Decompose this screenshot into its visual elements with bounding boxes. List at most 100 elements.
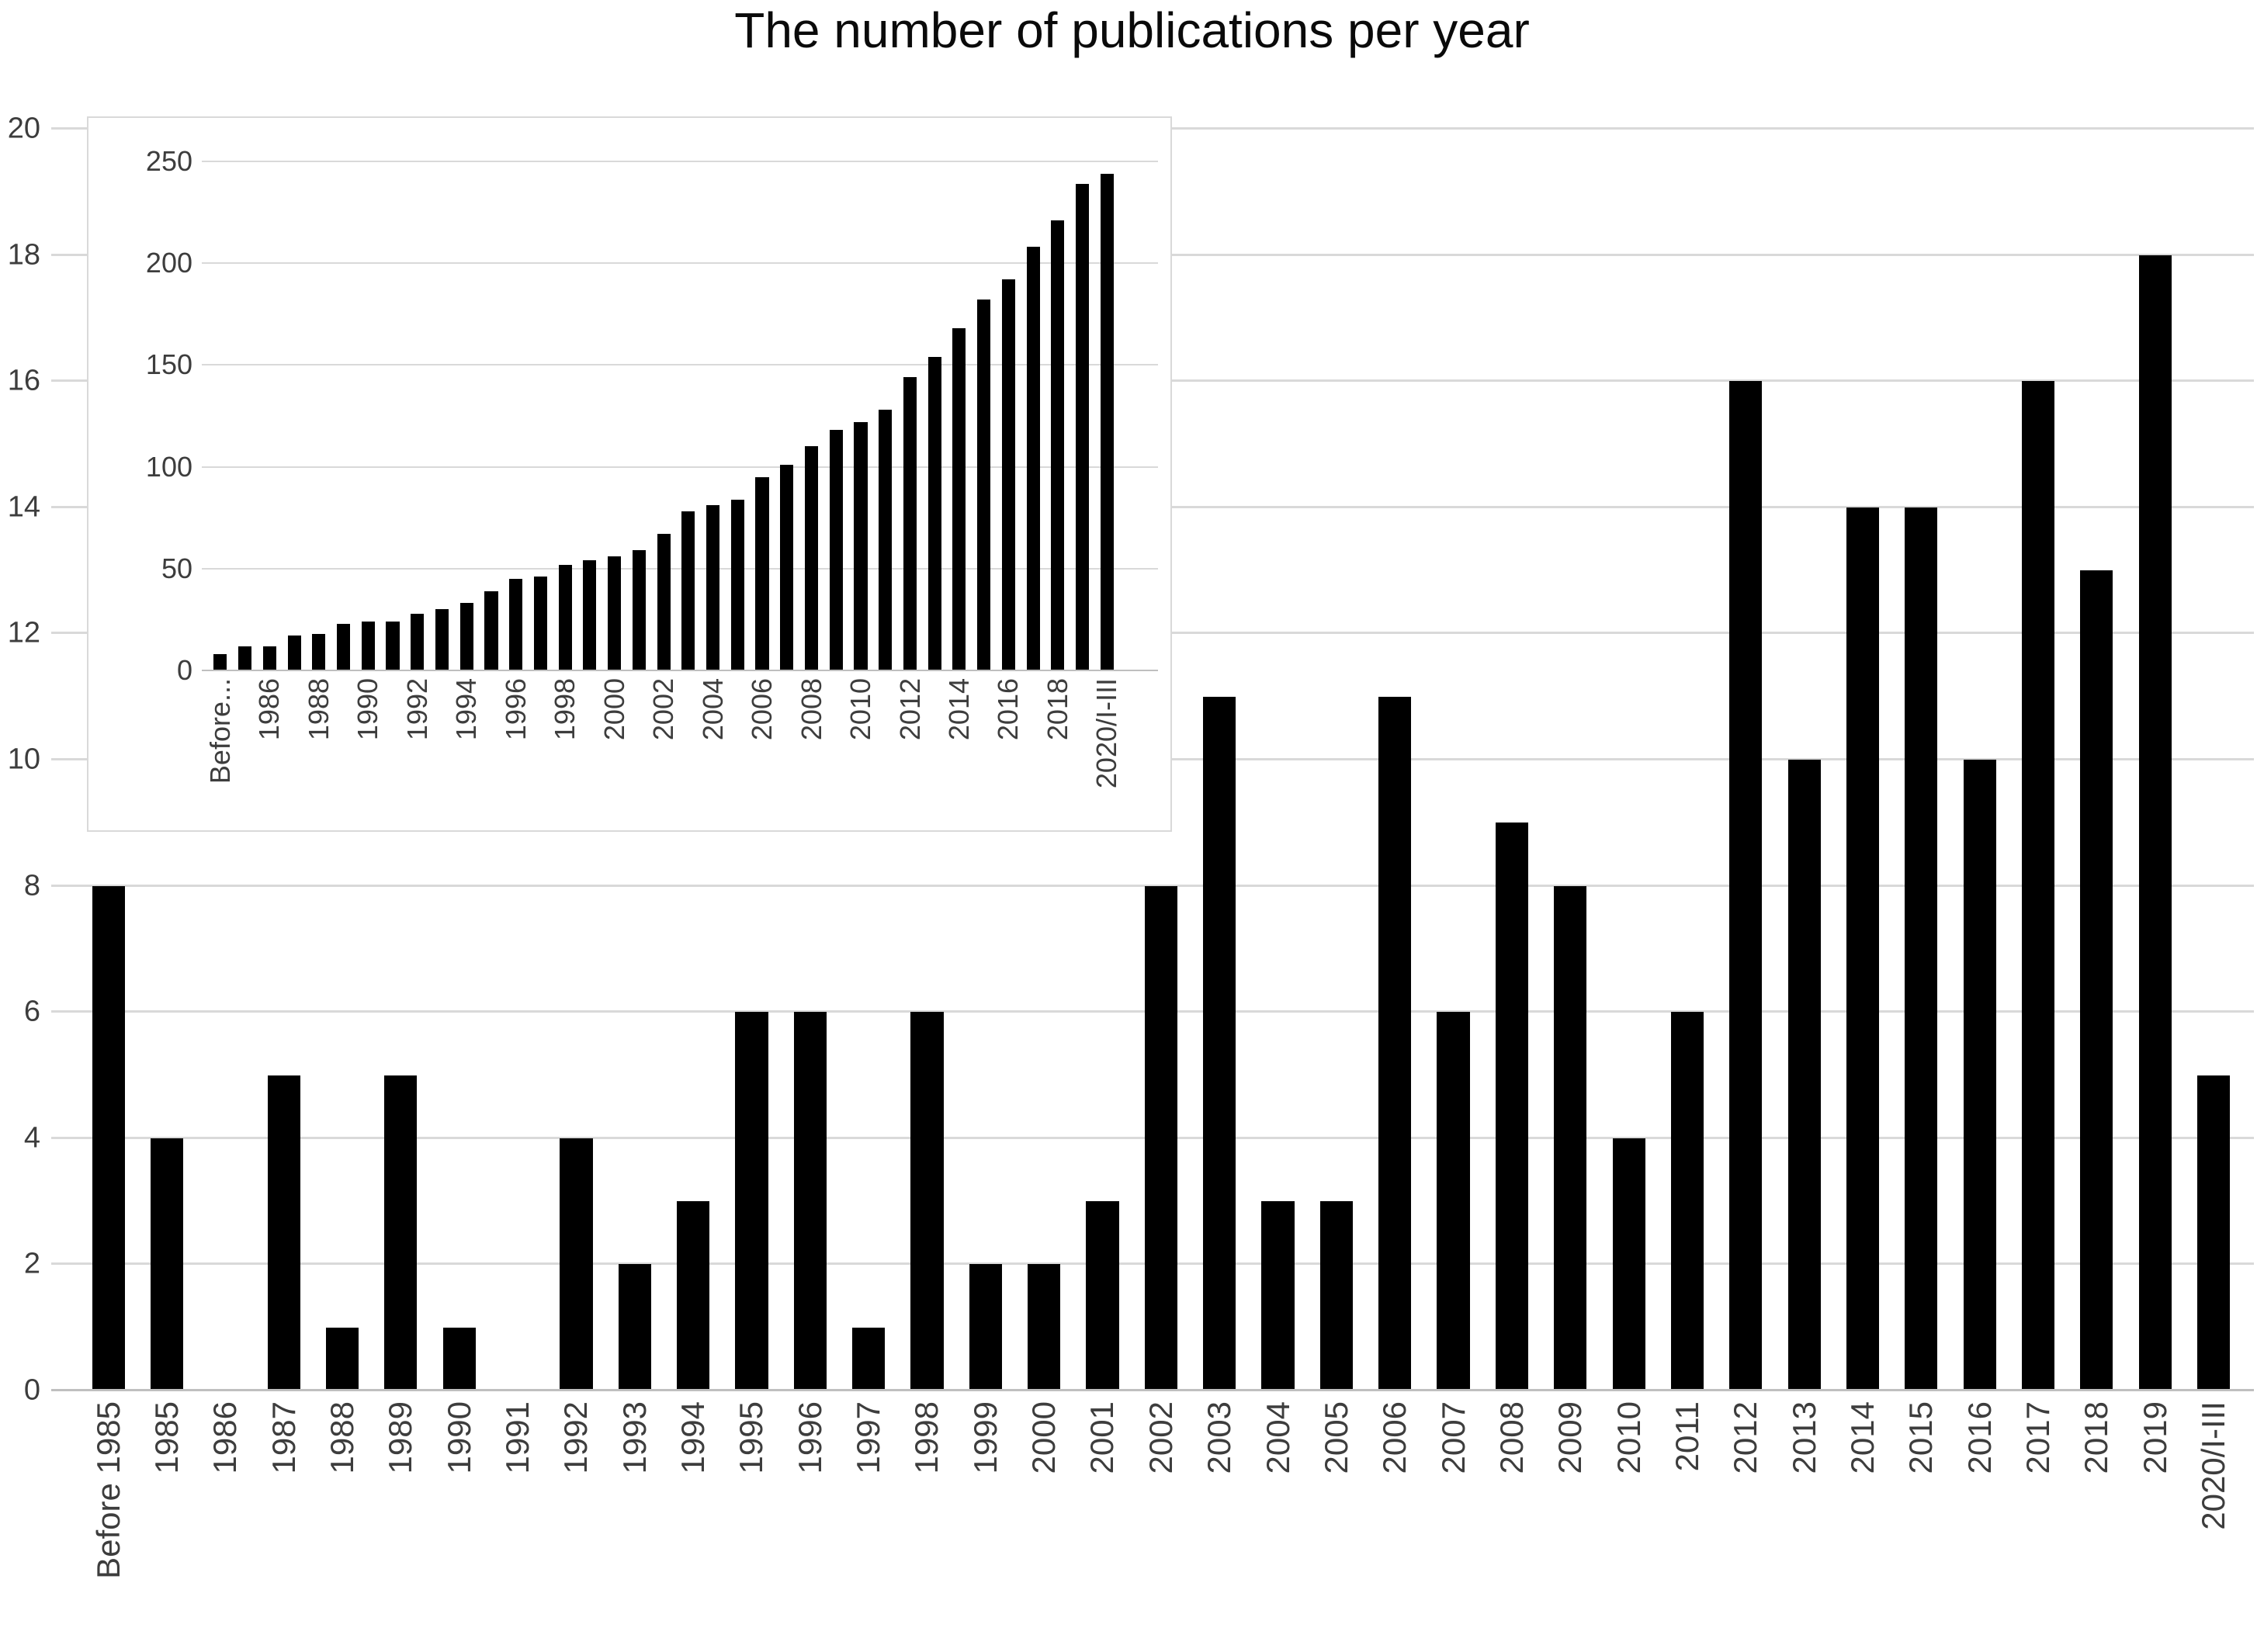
x-tick-cell-2010: 2010 xyxy=(844,678,876,795)
x-tick-label-2006: 2006 xyxy=(1376,1401,1413,1474)
bar-slot-2005 xyxy=(725,161,750,670)
bar-2020/I-III xyxy=(2196,1075,2231,1391)
bar-2009 xyxy=(1554,885,1587,1391)
y-tick-label-100: 100 xyxy=(145,450,192,483)
gridline-100 xyxy=(202,466,1158,468)
bar-1987 xyxy=(267,1075,300,1391)
bar-1995 xyxy=(735,1012,768,1391)
x-tick-label-1989: 1989 xyxy=(382,1401,419,1474)
x-tick-cell-2004: 2004 xyxy=(1249,1401,1307,1590)
bar-slot-2020/I-III xyxy=(2184,129,2242,1391)
x-tick-cell-2008: 2008 xyxy=(795,678,827,795)
bar-2016 xyxy=(1963,760,1996,1391)
bar-2011 xyxy=(879,410,893,670)
x-tick-label-1997: 1997 xyxy=(850,1401,887,1474)
bar-1985 xyxy=(150,1138,184,1391)
x-tick-cell-1989: 1989 xyxy=(372,1401,430,1590)
x-tick-cell-2006: 2006 xyxy=(1366,1401,1424,1590)
bar-2008 xyxy=(1495,823,1529,1391)
bar-slot-2020/I-III xyxy=(1094,161,1119,670)
bar-2004 xyxy=(706,505,720,670)
bar-2019 xyxy=(2138,255,2172,1391)
x-tick-cell-Before 1985: Before 1985 xyxy=(79,1401,137,1590)
bar-2020/I-III xyxy=(1100,173,1114,670)
x-tick-label-1985: 1985 xyxy=(147,1401,185,1474)
bar-2007 xyxy=(1437,1012,1470,1391)
x-tick-label-2006: 2006 xyxy=(746,678,778,741)
x-tick-cell-2008: 2008 xyxy=(1482,1401,1541,1590)
bar-2006 xyxy=(755,476,769,670)
x-tick-label-2002: 2002 xyxy=(1142,1401,1179,1474)
bar-2012 xyxy=(1729,381,1763,1391)
bar-1993 xyxy=(435,609,449,670)
bar-2017 xyxy=(1026,247,1040,670)
x-tick-cell-1998: 1998 xyxy=(898,1401,956,1590)
x-tick-label-2018: 2018 xyxy=(1041,678,1073,741)
x-tick-cell-2000: 2000 xyxy=(598,678,630,795)
inset-cumulative-chart: 0 50 100 150 200 250 Before... 1986 1988 1990 199… xyxy=(87,116,1172,832)
y-tick-label-0: 0 xyxy=(176,654,192,686)
x-tick-label-1995: 1995 xyxy=(733,1401,770,1474)
bar-slot-1986 xyxy=(257,161,282,670)
bar-slot-1987 xyxy=(255,129,313,1391)
bar-1995 xyxy=(484,590,498,670)
bar-slot-2015 xyxy=(972,161,997,670)
bar-Before 1985 xyxy=(92,885,125,1391)
bar-slot-2019 xyxy=(2126,129,2184,1391)
main-bar-series xyxy=(79,129,2243,1391)
bar-slot-2002 xyxy=(651,161,676,670)
x-tick-label-2008: 2008 xyxy=(795,678,827,741)
x-tick-cell-1988: 1988 xyxy=(303,678,335,795)
bar-1988 xyxy=(312,633,326,670)
gridline-50 xyxy=(202,567,1158,570)
x-tick-label-2000: 2000 xyxy=(1025,1401,1063,1474)
x-tick-label-1992: 1992 xyxy=(557,1401,595,1474)
bar-1999 xyxy=(969,1264,1002,1391)
x-tick-cell-2017: 2017 xyxy=(2009,1401,2067,1590)
bar-1989 xyxy=(384,1075,418,1391)
x-tick-label-1998: 1998 xyxy=(549,678,581,741)
bar-slot-2003 xyxy=(1191,129,1249,1391)
inset-x-axis-line xyxy=(202,670,1158,671)
bar-1996 xyxy=(509,578,523,670)
x-tick-cell-2018: 2018 xyxy=(1041,678,1073,795)
bar-2016 xyxy=(1001,279,1015,670)
bar-slot-2002 xyxy=(1132,129,1190,1391)
bar-1998 xyxy=(558,564,572,670)
bar-1998 xyxy=(910,1012,944,1391)
bar-2001 xyxy=(1086,1201,1119,1391)
x-tick-cell-2002: 2002 xyxy=(647,678,679,795)
y-tick-label-250: 250 xyxy=(145,145,192,177)
y-tick-label-10: 10 xyxy=(7,743,40,776)
y-tick-label-6: 6 xyxy=(23,995,40,1028)
x-tick-label-2010: 2010 xyxy=(1610,1401,1647,1474)
bar-2019 xyxy=(1076,183,1090,670)
bar-2010 xyxy=(854,421,868,670)
bar-slot-2000 xyxy=(1015,129,1073,1391)
bar-slot-2004 xyxy=(1249,129,1307,1391)
bar-1990 xyxy=(361,622,375,670)
x-tick-label-1986: 1986 xyxy=(253,678,286,741)
x-tick-label-1998: 1998 xyxy=(908,1401,945,1474)
bar-1997 xyxy=(852,1327,886,1391)
x-tick-label-2012: 2012 xyxy=(893,678,926,741)
bar-slot-2006 xyxy=(1366,129,1424,1391)
bar-slot-2017 xyxy=(2009,129,2067,1391)
x-tick-cell-2016: 2016 xyxy=(1950,1401,2009,1590)
bar-slot-1999 xyxy=(577,161,602,670)
x-tick-label-1993: 1993 xyxy=(615,1401,653,1474)
bar-slot-2013 xyxy=(1775,129,1833,1391)
inset-bar-series xyxy=(208,161,1119,670)
bar-2011 xyxy=(1670,1012,1704,1391)
x-tick-cell-2009: 2009 xyxy=(1541,1401,1600,1590)
bar-slot-1992 xyxy=(547,129,605,1391)
x-tick-label-1994: 1994 xyxy=(674,1401,712,1474)
bar-slot-1999 xyxy=(956,129,1014,1391)
x-tick-label-2013: 2013 xyxy=(1785,1401,1822,1474)
bar-slot-1992 xyxy=(405,161,430,670)
x-tick-cell-2012: 2012 xyxy=(1717,1401,1775,1590)
bar-2010 xyxy=(1612,1138,1645,1391)
x-tick-label-2007: 2007 xyxy=(1434,1401,1472,1474)
bar-slot-2011 xyxy=(1658,129,1716,1391)
